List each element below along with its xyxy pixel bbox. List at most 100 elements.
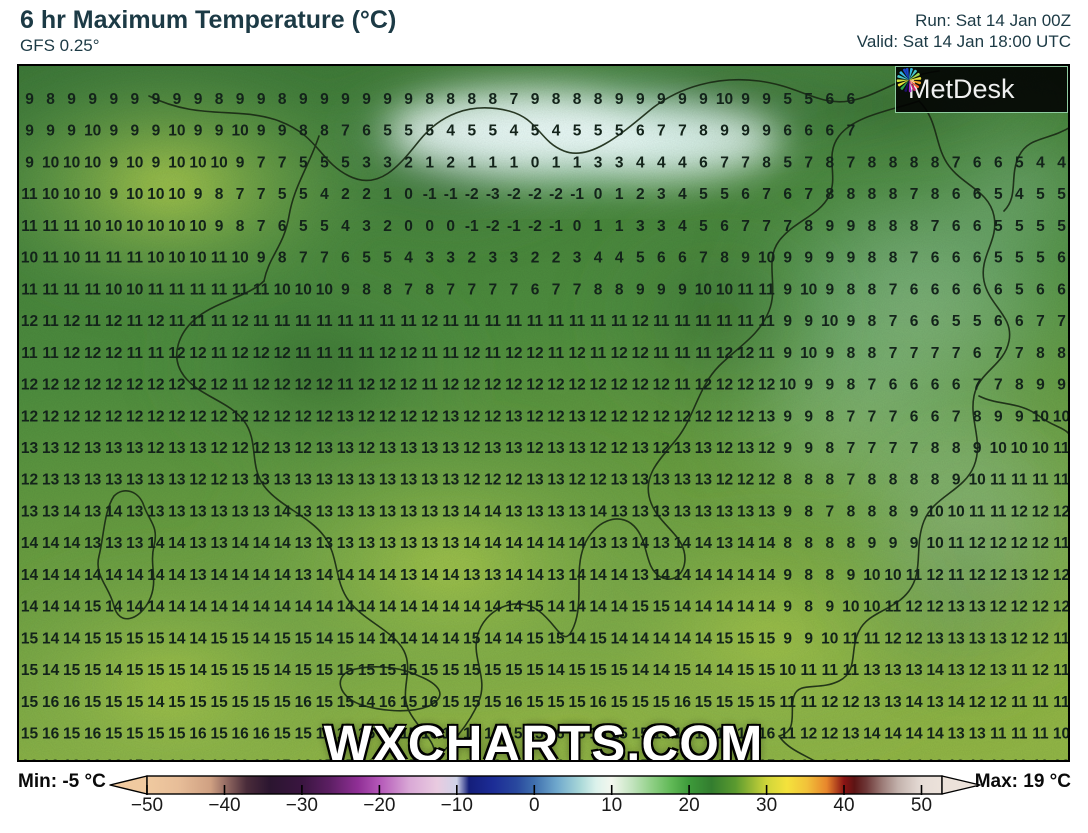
svg-text:15: 15 [105, 694, 123, 711]
svg-text:10: 10 [63, 250, 80, 267]
svg-text:5: 5 [320, 218, 329, 235]
svg-text:5: 5 [531, 123, 540, 140]
svg-text:12: 12 [821, 694, 838, 711]
svg-text:7: 7 [510, 91, 519, 108]
svg-text:12: 12 [905, 630, 922, 647]
svg-text:12: 12 [42, 377, 59, 394]
svg-text:6: 6 [636, 123, 645, 140]
svg-text:3: 3 [510, 250, 519, 267]
svg-text:8: 8 [868, 472, 877, 489]
svg-text:9: 9 [152, 91, 161, 108]
svg-text:1: 1 [467, 155, 476, 172]
svg-text:11: 11 [1032, 726, 1049, 743]
svg-text:5: 5 [973, 313, 982, 330]
svg-text:10: 10 [126, 155, 143, 172]
svg-text:7: 7 [847, 408, 856, 425]
svg-text:11: 11 [85, 281, 102, 298]
svg-text:7: 7 [762, 218, 771, 235]
svg-text:14: 14 [611, 567, 629, 584]
svg-text:6: 6 [952, 218, 961, 235]
svg-text:9: 9 [46, 123, 55, 140]
svg-text:12: 12 [969, 662, 986, 679]
svg-text:13: 13 [274, 472, 292, 489]
svg-text:12: 12 [84, 408, 101, 425]
svg-text:16: 16 [63, 757, 81, 762]
svg-text:11: 11 [1011, 662, 1028, 679]
svg-text:12: 12 [400, 408, 417, 425]
svg-text:8: 8 [847, 504, 856, 521]
svg-text:11: 11 [63, 281, 80, 298]
svg-text:9: 9 [299, 91, 308, 108]
svg-text:11: 11 [548, 345, 565, 362]
svg-text:1: 1 [425, 155, 434, 172]
svg-text:8: 8 [215, 186, 224, 203]
svg-text:12: 12 [674, 408, 691, 425]
svg-text:9: 9 [804, 313, 813, 330]
svg-text:11: 11 [21, 345, 38, 362]
svg-text:8: 8 [720, 250, 729, 267]
svg-text:12: 12 [1032, 599, 1049, 616]
svg-text:13: 13 [126, 535, 144, 552]
svg-text:0: 0 [573, 218, 582, 235]
svg-text:12: 12 [189, 408, 206, 425]
svg-text:9: 9 [804, 377, 813, 394]
svg-text:8: 8 [783, 472, 792, 489]
svg-text:14: 14 [147, 567, 165, 584]
svg-text:8: 8 [889, 218, 898, 235]
svg-text:13: 13 [337, 408, 355, 425]
svg-text:11: 11 [569, 313, 586, 330]
svg-text:13: 13 [653, 535, 671, 552]
svg-text:13: 13 [210, 504, 228, 521]
svg-text:9: 9 [404, 91, 413, 108]
svg-text:7: 7 [825, 504, 834, 521]
svg-text:12: 12 [821, 726, 838, 743]
svg-text:13: 13 [948, 599, 966, 616]
svg-text:12: 12 [611, 440, 628, 457]
svg-text:12: 12 [63, 313, 80, 330]
svg-text:13: 13 [358, 472, 376, 489]
svg-text:9: 9 [804, 630, 813, 647]
svg-text:12: 12 [547, 408, 564, 425]
svg-text:13: 13 [400, 567, 418, 584]
svg-text:9: 9 [67, 123, 76, 140]
svg-text:14: 14 [716, 662, 734, 679]
svg-text:10: 10 [926, 504, 943, 521]
svg-text:11: 11 [63, 218, 80, 235]
svg-text:5: 5 [994, 218, 1003, 235]
svg-text:11: 11 [274, 313, 291, 330]
svg-text:13: 13 [632, 567, 650, 584]
svg-text:16: 16 [84, 757, 102, 762]
svg-text:12: 12 [758, 440, 775, 457]
svg-text:11: 11 [969, 504, 986, 521]
svg-text:8: 8 [594, 91, 603, 108]
svg-text:9: 9 [362, 91, 371, 108]
svg-text:6: 6 [952, 186, 961, 203]
svg-text:6: 6 [1057, 281, 1066, 298]
svg-text:15: 15 [505, 662, 523, 679]
svg-text:13: 13 [316, 472, 334, 489]
svg-text:13: 13 [337, 535, 355, 552]
svg-text:14: 14 [316, 599, 334, 616]
svg-text:12: 12 [1011, 535, 1028, 552]
svg-text:15: 15 [526, 662, 544, 679]
svg-text:13: 13 [653, 504, 671, 521]
svg-text:12: 12 [463, 345, 480, 362]
svg-text:15: 15 [632, 694, 650, 711]
svg-text:5: 5 [804, 91, 813, 108]
svg-text:8: 8 [889, 250, 898, 267]
svg-text:12: 12 [1032, 567, 1049, 584]
svg-text:14: 14 [231, 567, 249, 584]
svg-text:5: 5 [1036, 218, 1045, 235]
svg-text:4: 4 [678, 218, 687, 235]
svg-text:15: 15 [21, 630, 39, 647]
svg-text:12: 12 [653, 408, 670, 425]
svg-text:2: 2 [404, 155, 413, 172]
svg-text:8: 8 [425, 281, 434, 298]
svg-text:9: 9 [67, 91, 76, 108]
svg-text:12: 12 [758, 472, 775, 489]
svg-text:15: 15 [168, 694, 186, 711]
svg-text:15: 15 [63, 726, 81, 743]
svg-text:11: 11 [190, 281, 207, 298]
svg-text:9: 9 [383, 91, 392, 108]
svg-text:16: 16 [42, 726, 60, 743]
